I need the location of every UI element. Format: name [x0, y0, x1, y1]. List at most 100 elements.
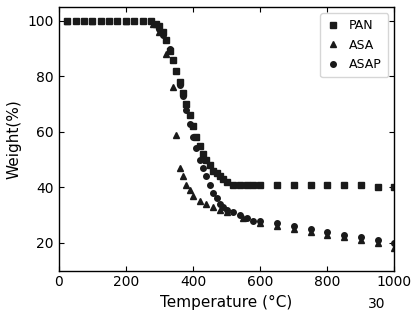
- Legend: PAN, ASA, ASAP: PAN, ASA, ASAP: [321, 13, 388, 77]
- PAN: [375, 185, 380, 189]
- ASA: [191, 194, 196, 197]
- PAN: [274, 183, 279, 186]
- ASAP: [98, 19, 103, 23]
- Line: ASA: ASA: [64, 17, 398, 252]
- ASAP: [167, 47, 172, 50]
- ASAP: [181, 94, 186, 98]
- PAN: [341, 183, 347, 186]
- PAN: [244, 183, 249, 186]
- ASA: [204, 202, 209, 206]
- ASA: [341, 236, 347, 239]
- ASAP: [174, 69, 179, 73]
- PAN: [238, 183, 243, 186]
- ASAP: [149, 19, 154, 23]
- PAN: [157, 24, 162, 28]
- ASAP: [217, 202, 222, 206]
- PAN: [160, 30, 166, 34]
- Line: PAN: PAN: [65, 18, 397, 190]
- ASA: [197, 199, 202, 203]
- ASAP: [258, 219, 263, 223]
- PAN: [214, 171, 219, 175]
- ASA: [177, 166, 182, 170]
- ASA: [258, 222, 263, 225]
- ASAP: [231, 210, 236, 214]
- ASA: [358, 238, 363, 242]
- ASA: [325, 233, 330, 236]
- ASAP: [177, 83, 182, 87]
- ASAP: [211, 191, 216, 195]
- ASAP: [123, 19, 128, 23]
- PAN: [177, 80, 182, 84]
- ASAP: [291, 224, 296, 228]
- ASAP: [160, 33, 166, 36]
- ASA: [274, 224, 279, 228]
- ASAP: [274, 222, 279, 225]
- PAN: [217, 174, 222, 178]
- ASAP: [325, 230, 330, 234]
- ASAP: [197, 158, 202, 161]
- ASA: [224, 210, 229, 214]
- ASAP: [201, 166, 206, 170]
- ASAP: [184, 108, 189, 112]
- ASAP: [244, 216, 249, 220]
- PAN: [231, 183, 236, 186]
- PAN: [106, 19, 111, 23]
- ASAP: [358, 236, 363, 239]
- PAN: [194, 135, 199, 139]
- PAN: [197, 144, 202, 148]
- PAN: [132, 19, 137, 23]
- PAN: [181, 91, 186, 95]
- PAN: [140, 19, 145, 23]
- PAN: [65, 19, 70, 23]
- PAN: [73, 19, 78, 23]
- ASAP: [221, 205, 226, 209]
- ASA: [241, 216, 246, 220]
- PAN: [167, 49, 172, 53]
- ASAP: [154, 22, 159, 25]
- PAN: [98, 19, 103, 23]
- ASAP: [214, 197, 219, 200]
- PAN: [358, 183, 363, 186]
- ASAP: [238, 213, 243, 217]
- ASA: [375, 241, 380, 245]
- ASA: [90, 19, 95, 23]
- ASA: [392, 247, 397, 250]
- PAN: [184, 102, 189, 106]
- Text: 30: 30: [368, 297, 385, 311]
- PAN: [291, 183, 296, 186]
- ASA: [65, 19, 70, 23]
- PAN: [187, 113, 192, 117]
- PAN: [325, 183, 330, 186]
- Y-axis label: Weight(%): Weight(%): [7, 99, 22, 179]
- PAN: [90, 19, 95, 23]
- PAN: [201, 152, 206, 156]
- ASA: [187, 188, 192, 192]
- ASA: [164, 52, 169, 56]
- PAN: [204, 158, 209, 161]
- Line: ASAP: ASAP: [65, 18, 397, 246]
- ASAP: [308, 227, 313, 231]
- ASAP: [375, 238, 380, 242]
- ASAP: [224, 208, 229, 211]
- PAN: [115, 19, 120, 23]
- PAN: [123, 19, 128, 23]
- ASAP: [194, 146, 199, 150]
- ASAP: [251, 219, 256, 223]
- ASA: [171, 86, 176, 89]
- ASAP: [115, 19, 120, 23]
- PAN: [211, 169, 216, 172]
- ASAP: [187, 122, 192, 126]
- ASAP: [157, 27, 162, 31]
- ASA: [211, 205, 216, 209]
- ASA: [184, 183, 189, 186]
- ASAP: [207, 183, 212, 186]
- PAN: [251, 183, 256, 186]
- ASA: [123, 19, 128, 23]
- ASAP: [341, 233, 347, 236]
- ASAP: [164, 38, 169, 42]
- ASAP: [90, 19, 95, 23]
- ASA: [157, 30, 162, 34]
- ASA: [181, 174, 186, 178]
- ASAP: [392, 241, 397, 245]
- PAN: [149, 19, 154, 23]
